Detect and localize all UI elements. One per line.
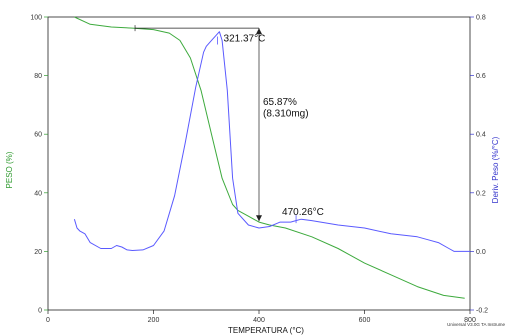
annotation-layer: 321.37°C 65.87%(8.310mg) 470.26°C bbox=[134, 25, 324, 224]
left-tick-label: 20 bbox=[34, 249, 42, 256]
left-axis-title: PESO (%) bbox=[5, 151, 14, 188]
derivative-curve bbox=[73, 31, 470, 252]
right-tick-label: 0.2 bbox=[476, 190, 486, 197]
x-axis-title: TEMPERATURA (°C) bbox=[228, 326, 304, 335]
left-tick-label: 80 bbox=[34, 73, 42, 80]
right-tick-label: 0.0 bbox=[476, 249, 486, 256]
step-arrow-up bbox=[256, 28, 262, 35]
left-tick-label: 40 bbox=[34, 190, 42, 197]
left-tick-label: 100 bbox=[30, 15, 42, 22]
right-tick-label: 0.6 bbox=[476, 73, 486, 80]
step-arrow-down bbox=[256, 215, 262, 222]
instrument-label: Universal V3.0G TA Instrume bbox=[447, 322, 505, 327]
annotation-label: 321.37°C bbox=[224, 33, 266, 44]
left-tick-label: 0 bbox=[38, 308, 42, 315]
annotation-label: (8.310mg) bbox=[263, 109, 309, 120]
right-tick-label: -0.2 bbox=[476, 308, 488, 315]
annotation-label: 65.87% bbox=[263, 97, 297, 108]
x-tick-label: 800 bbox=[464, 317, 476, 324]
right-axis-title: Deriv. Peso (%/°C) bbox=[491, 136, 500, 203]
left-tick-label: 60 bbox=[34, 132, 42, 139]
x-tick-label: 400 bbox=[253, 317, 265, 324]
annotation-label: 470.26°C bbox=[282, 207, 324, 218]
right-tick-label: 0.8 bbox=[476, 15, 486, 22]
x-tick-label: 0 bbox=[46, 317, 50, 324]
series-layer bbox=[73, 16, 470, 299]
x-tick-label: 600 bbox=[359, 317, 371, 324]
weight-curve bbox=[74, 16, 465, 299]
right-tick-label: 0.4 bbox=[476, 132, 486, 139]
x-tick-label: 200 bbox=[148, 317, 160, 324]
axes-layer: 0 200 400 600 800 0 20 40 60 80 100 -0.2 0.0 0.2 0.4 0.… bbox=[30, 15, 488, 325]
